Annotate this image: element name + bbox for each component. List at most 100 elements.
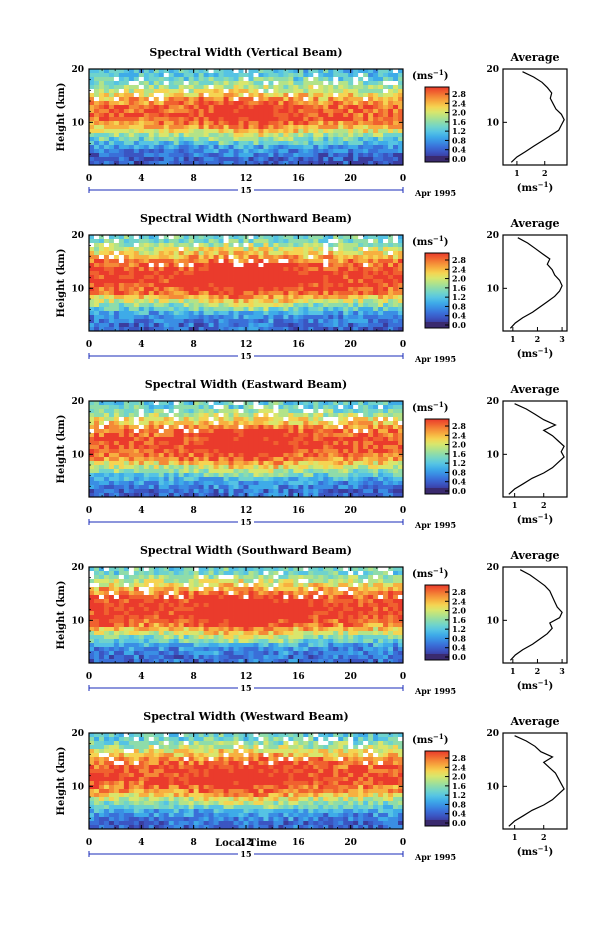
heatmap-cell [358,283,364,288]
heatmap-cell [213,299,219,304]
heatmap-cell [373,93,379,98]
heatmap-cell [298,465,304,470]
heatmap-cell [223,409,229,414]
heatmap-cell [213,109,219,114]
heatmap-cell [133,259,140,264]
heatmap-cell [213,275,219,280]
heatmap-cell [383,489,389,494]
heatmap-cell [298,81,304,86]
heatmap-cell [128,259,135,264]
heatmap-cell [353,287,359,292]
heatmap-cell [183,279,190,284]
heatmap-cell [213,433,219,438]
heatmap-cell [213,141,219,146]
heatmap-cell [173,279,180,284]
heatmap-cell [163,457,170,462]
heatmap-cell [278,283,284,288]
heatmap-cell [268,401,274,406]
heatmap-cell [223,315,229,320]
heatmap-cell [303,101,309,106]
heatmap-cell [388,157,394,162]
heatmap-cell [278,239,284,244]
heatmap-cell [288,489,294,494]
heatmap-cell [398,149,404,154]
heatmap-cell [373,449,379,454]
heatmap-cell [188,117,195,122]
heatmap-cell [383,469,389,474]
heatmap-cell [93,235,100,240]
heatmap-cell [193,263,200,268]
heatmap-cell [348,271,354,276]
heatmap-cell [203,327,210,332]
heatmap-cell [338,307,344,312]
heatmap-cell [273,485,279,490]
heatmap-cell [283,279,289,284]
heatmap-cell [288,401,294,406]
heatmap-cell [208,437,214,442]
heatmap-cell [368,433,374,438]
heatmap-cell [228,303,234,308]
heatmap-cell [293,235,299,240]
heatmap-cell [118,137,125,142]
heatmap-cell [173,425,180,430]
heatmap-cell [193,235,200,240]
heatmap-cell [333,429,339,434]
heatmap-cell [343,85,349,90]
heatmap-cell [283,299,289,304]
heatmap-cell [288,417,294,422]
heatmap-cell [178,109,185,114]
heatmap-cell [253,461,259,466]
heatmap-cell [383,441,389,446]
colorbar-tick-label: 2.0 [452,440,466,450]
heatmap-cell [268,469,274,474]
heatmap-cell [313,303,319,308]
heatmap-cell [208,69,214,74]
heatmap-cell [388,247,394,252]
heatmap-cell [278,413,284,418]
heatmap-cell [98,283,105,288]
heatmap-cell [93,77,100,82]
heatmap-cell [278,89,284,94]
heatmap-cell [253,105,259,110]
heatmap-cell [263,295,269,300]
heatmap-cell [223,149,229,154]
heatmap-cell [298,89,304,94]
heatmap-cell [178,303,185,308]
heatmap-cell [268,453,274,458]
heatmap-cell [398,81,404,86]
heatmap-cell [113,97,120,102]
heatmap-cell [383,323,389,328]
heatmap-cell [383,77,389,82]
heatmap-cell [313,413,319,418]
heatmap-cell [198,493,205,498]
heatmap-cell [208,319,214,324]
heatmap-cell [348,259,354,264]
heatmap-cell [313,129,319,134]
heatmap-cell [238,413,244,418]
heatmap-cell [218,121,224,126]
heatmap-cell [128,263,135,268]
heatmap-cell [138,437,145,442]
heatmap-cell [313,449,319,454]
heatmap-cell [143,311,150,316]
heatmap-cell [278,141,284,146]
heatmap-cell [293,137,299,142]
heatmap-cell [183,409,190,414]
heatmap-cell [228,153,234,158]
heatmap-cell [398,493,404,498]
heatmap-cell [148,417,155,422]
heatmap-cell [368,473,374,478]
colorbar-tick-label: 0.0 [452,320,466,330]
heatmap-cell [348,97,354,102]
heatmap-cell [258,417,264,422]
heatmap-cell [238,149,244,154]
heatmap-cell [258,69,264,74]
heatmap-cell [208,291,214,296]
heatmap-cell [183,449,190,454]
heatmap-cell [198,469,205,474]
heatmap-cell [263,85,269,90]
heatmap-cell [348,121,354,126]
heatmap-cell [258,137,264,142]
heatmap-cell [228,477,234,482]
heatmap-cell [348,141,354,146]
